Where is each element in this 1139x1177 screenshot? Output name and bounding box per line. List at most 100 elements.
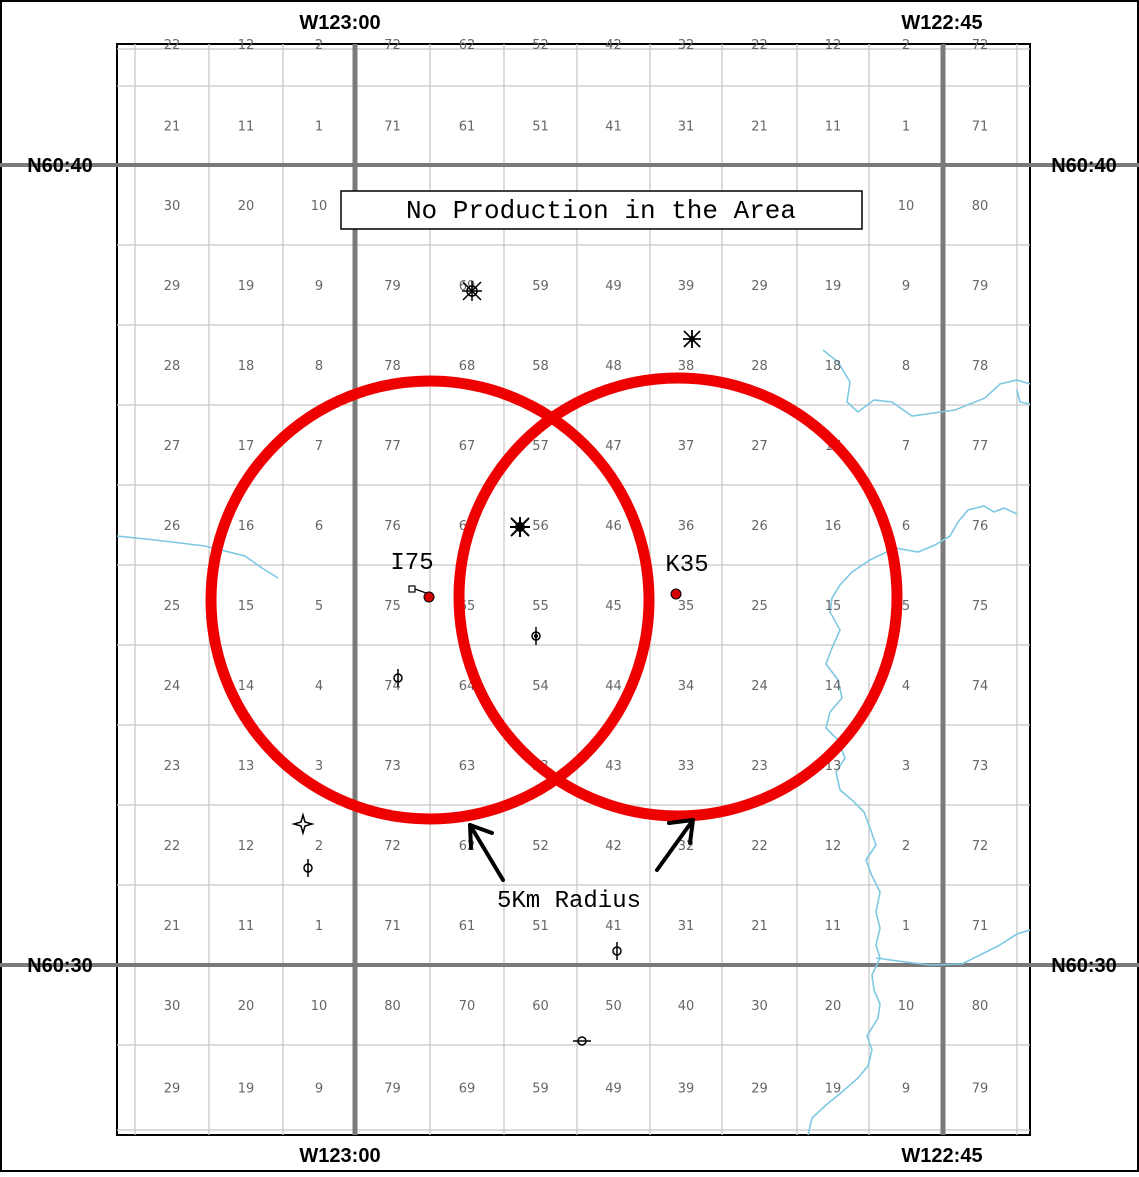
section-number: 80 — [972, 999, 989, 1014]
well-label-k35: K35 — [665, 552, 708, 579]
section-number: 11 — [238, 120, 255, 135]
section-number: 72 — [384, 38, 401, 53]
section-number: 42 — [605, 839, 622, 854]
section-number: 52 — [532, 38, 549, 53]
section-number: 67 — [459, 439, 476, 454]
section-number: 11 — [825, 120, 842, 135]
abandoned-well-icon — [612, 942, 622, 960]
radius-circle-k35 — [453, 372, 903, 822]
section-number: 26 — [751, 519, 768, 534]
section-number: 17 — [238, 439, 255, 454]
longitude-label: W122:45 — [901, 12, 982, 34]
arrow-icon — [655, 818, 695, 872]
section-number: 21 — [751, 120, 768, 135]
section-number: 12 — [825, 839, 842, 854]
notice-text: No Production in the Area — [406, 196, 796, 226]
section-number: 27 — [164, 439, 181, 454]
section-number: 9 — [315, 279, 323, 294]
section-number: 21 — [164, 919, 181, 934]
gas-well-icon — [683, 330, 701, 348]
section-number: 77 — [972, 439, 989, 454]
section-number: 1 — [902, 120, 910, 135]
target-well-k35[interactable]: K35 — [665, 552, 709, 600]
abandoned-well-icon — [393, 669, 403, 687]
section-number: 73 — [972, 759, 989, 774]
section-number: 60 — [532, 999, 549, 1014]
section-number: 2 — [902, 38, 910, 53]
section-number: 79 — [384, 279, 401, 294]
section-number: 40 — [678, 999, 695, 1014]
section-number: 3 — [902, 759, 910, 774]
section-number: 78 — [384, 359, 401, 374]
section-number: 76 — [972, 519, 989, 534]
section-number: 73 — [384, 759, 401, 774]
section-number: 10 — [898, 199, 915, 214]
section-number: 32 — [678, 38, 695, 53]
section-number: 21 — [751, 919, 768, 934]
section-number: 11 — [825, 919, 842, 934]
section-number: 79 — [384, 1082, 401, 1097]
section-number: 19 — [825, 1082, 842, 1097]
section-number: 1 — [315, 120, 323, 135]
section-number: 24 — [164, 679, 181, 694]
section-number: 74 — [384, 679, 401, 694]
section-number: 35 — [678, 599, 695, 614]
section-number: 39 — [678, 1082, 695, 1097]
section-number: 16 — [825, 519, 842, 534]
section-number: 26 — [164, 519, 181, 534]
target-well-i75[interactable]: I75 — [390, 550, 435, 603]
section-number: 7 — [315, 439, 323, 454]
radius-circle-i75 — [205, 375, 655, 825]
section-number: 20 — [238, 199, 255, 214]
section-number: 76 — [384, 519, 401, 534]
section-number: 51 — [532, 120, 549, 135]
section-number: 21 — [164, 120, 181, 135]
section-number: 25 — [751, 599, 768, 614]
section-number: 31 — [678, 919, 695, 934]
well-marker-icon[interactable] — [670, 588, 682, 600]
latitude-label: N60:30 — [27, 955, 93, 977]
section-number: 50 — [605, 999, 622, 1014]
notice-box: No Production in the Area — [340, 190, 863, 230]
section-number: 49 — [605, 279, 622, 294]
section-number: 59 — [532, 1082, 549, 1097]
section-number: 5 — [315, 599, 323, 614]
section-number: 42 — [605, 38, 622, 53]
section-number: 71 — [384, 919, 401, 934]
section-number: 80 — [384, 999, 401, 1014]
river-line — [875, 929, 1031, 966]
section-number: 27 — [751, 439, 768, 454]
river-line — [1016, 389, 1031, 405]
section-number: 46 — [605, 519, 622, 534]
section-number: 51 — [532, 919, 549, 934]
section-number: 29 — [751, 279, 768, 294]
section-number: 78 — [972, 359, 989, 374]
section-number: 22 — [751, 38, 768, 53]
section-number: 57 — [532, 439, 549, 454]
section-number: 75 — [972, 599, 989, 614]
latitude-label: N60:30 — [1051, 955, 1117, 977]
river-line — [116, 535, 279, 579]
section-number: 56 — [532, 519, 549, 534]
section-number: 10 — [311, 199, 328, 214]
section-number: 11 — [238, 919, 255, 934]
river-line — [822, 349, 1031, 417]
section-number: 20 — [825, 999, 842, 1014]
section-number: 79 — [972, 279, 989, 294]
section-number: 41 — [605, 919, 622, 934]
section-number: 71 — [384, 120, 401, 135]
section-number: 24 — [751, 679, 768, 694]
section-number: 72 — [972, 839, 989, 854]
section-number: 62 — [459, 38, 476, 53]
section-number: 22 — [164, 38, 181, 53]
well-marker-icon[interactable] — [423, 591, 435, 603]
section-number: 23 — [751, 759, 768, 774]
section-number: 75 — [384, 599, 401, 614]
longitude-label: W123:00 — [299, 12, 380, 34]
section-number: 13 — [238, 759, 255, 774]
section-number: 19 — [238, 279, 255, 294]
section-number: 20 — [238, 999, 255, 1014]
section-number: 29 — [164, 1082, 181, 1097]
